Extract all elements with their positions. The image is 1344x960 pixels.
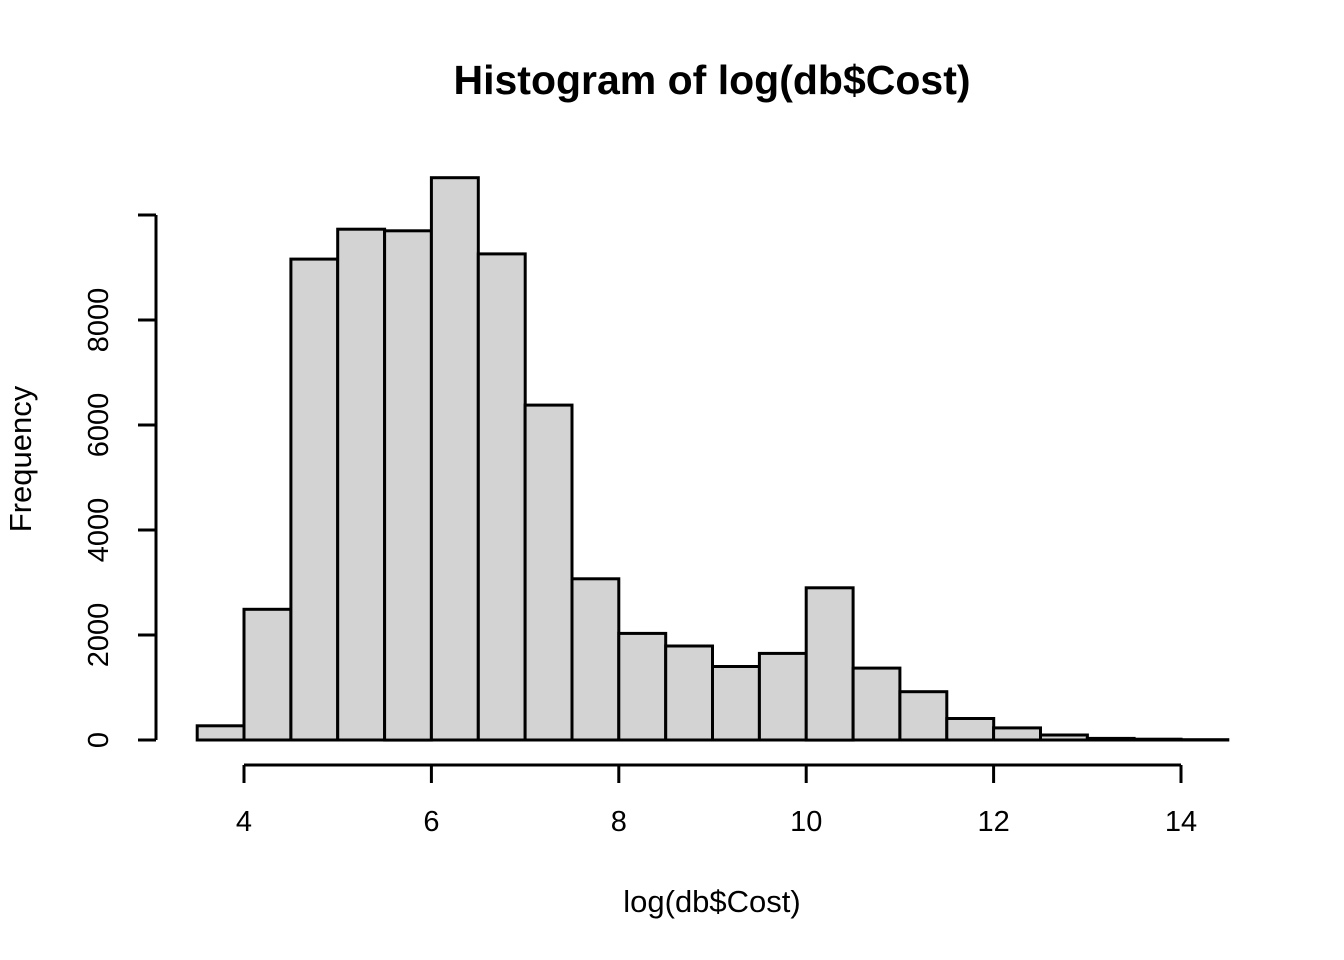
x-axis: 4 6 8 10 12 14 xyxy=(236,763,1197,838)
x-axis-tick-label: 8 xyxy=(611,806,627,838)
y-axis: 0 2000 4000 6000 8000 xyxy=(83,213,158,748)
histogram-bar xyxy=(711,665,761,742)
histogram-bar xyxy=(1085,736,1136,742)
histogram-bar xyxy=(757,651,808,742)
histogram-bar xyxy=(195,724,246,742)
histogram-bar xyxy=(383,229,433,742)
y-axis-tick-label: 8000 xyxy=(83,288,115,353)
histogram-bar xyxy=(898,690,949,742)
histogram-bar xyxy=(289,257,340,742)
histogram-bar xyxy=(429,176,480,742)
histogram-bar xyxy=(804,586,855,742)
x-axis-tick-label: 14 xyxy=(1165,806,1197,838)
chart-title: Histogram of log(db$Cost) xyxy=(453,57,970,103)
histogram-bar xyxy=(242,607,293,742)
histogram-bar xyxy=(1132,737,1183,742)
y-axis-tick-label: 0 xyxy=(83,732,115,748)
y-axis-tick-label: 6000 xyxy=(83,393,115,458)
y-axis-title: Frequency xyxy=(3,385,38,532)
x-axis-tick-label: 10 xyxy=(790,806,822,838)
x-axis-title: log(db$Cost) xyxy=(623,884,800,919)
histogram-bar xyxy=(617,631,668,742)
histogram-bar xyxy=(570,577,621,742)
bars-group xyxy=(195,176,1230,742)
histogram-bar xyxy=(476,252,527,742)
x-axis-tick-label: 6 xyxy=(423,806,439,838)
histogram-bar xyxy=(992,726,1042,742)
y-axis-tick-label: 4000 xyxy=(83,498,115,563)
histogram-bar xyxy=(851,666,902,742)
histogram-bar xyxy=(336,227,387,742)
histogram-bar xyxy=(664,644,715,742)
histogram-bar xyxy=(523,403,574,742)
x-axis-tick-label: 12 xyxy=(977,806,1009,838)
y-axis-tick-label: 2000 xyxy=(83,603,115,668)
histogram-bar xyxy=(1039,733,1089,742)
x-axis-tick-label: 4 xyxy=(236,806,252,838)
histogram-bar xyxy=(945,717,996,742)
